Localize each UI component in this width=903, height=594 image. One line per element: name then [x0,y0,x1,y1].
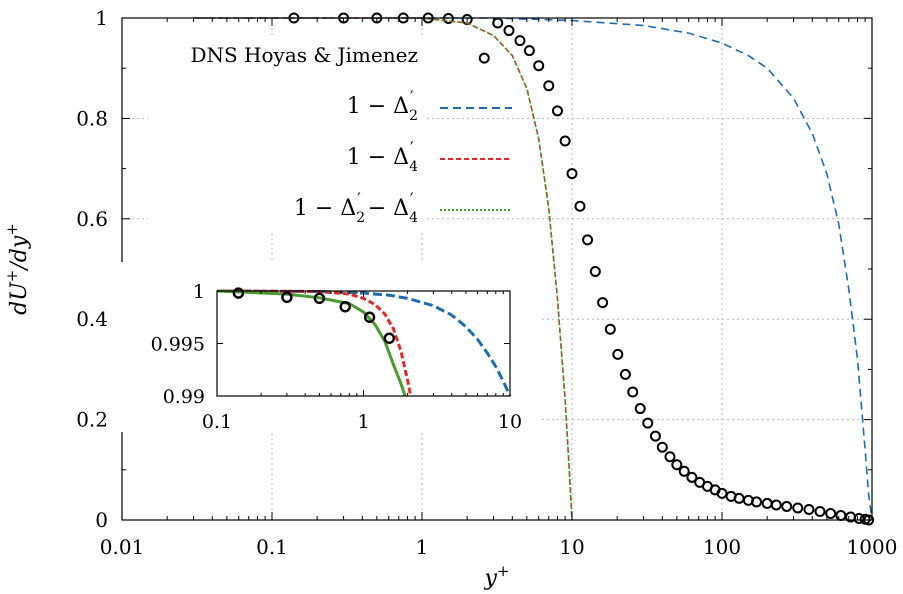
dns-data-point [814,505,826,517]
dns-data-point [589,266,601,278]
dns-data-point [612,348,624,360]
dns-data-point [514,35,526,47]
dns-data-point [671,459,683,471]
dns-data-point [492,17,504,29]
dns-data-point [597,297,609,309]
dns-data-point [649,430,661,442]
dns-data-point [461,14,473,26]
inset-axis-ticks: 0.1 1 10 0.99 0.995 1 [151,281,523,433]
y-tick-label: 0.2 [76,408,108,432]
y-axis-label: dU+/dy+ [3,223,32,315]
dns-data-point [792,502,804,514]
inset-line-1-2-4 [216,289,407,397]
dns-data-point [523,45,535,57]
dns-data-point [574,200,586,212]
inset-background [120,262,540,432]
dns-data-point [503,25,515,37]
dns-data-point [803,503,815,515]
legend-label-delta2-delta4: 1 − Δ2′ − Δ4′ [294,189,418,226]
dns-data-point [533,60,545,72]
legend-label-delta2: 1 − Δ2′ [347,87,418,124]
dns-data-point [582,234,594,246]
legend-label-delta4: 1 − Δ4′ [347,138,418,175]
inset-chart: 0.1 1 10 0.99 0.995 1 [120,262,540,433]
dns-data-point [825,507,837,519]
y-tick-label: 0.8 [76,106,108,130]
dns-data-point [835,509,847,521]
legend-label-dns: DNS Hoyas & Jimenez [190,43,418,67]
y-tick-label: 0.6 [76,207,108,231]
dns-data-point [716,487,728,499]
dns-data-point [559,135,571,147]
x-tick-label: 0.1 [256,535,288,559]
inset-dns-data-point [383,332,395,344]
inset-x-tick-label: 1 [357,411,369,433]
x-tick-label: 1 [416,535,429,559]
x-axis-label: y+ [483,562,509,591]
dns-data-point [761,497,773,509]
x-tick-label: 0.01 [100,535,145,559]
inset-dns-data-point [363,311,376,323]
inset-y-tick-label: 0.995 [151,334,205,356]
dns-data-point [642,417,654,429]
y-tick-label: 0 [95,508,108,532]
dns-data-point [566,168,578,180]
inset-y-tick-label: 1 [193,281,205,303]
inset-dns-data-point [232,287,245,299]
dns-data-point [770,499,782,511]
dns-data-point [686,471,698,483]
inset-y-tick-label: 0.99 [163,386,205,408]
inset-line-1-4 [216,289,413,397]
dns-data-point [551,105,563,117]
dns-data-point [664,451,676,463]
dns-data-point [656,441,668,453]
dns-data-point [634,403,646,415]
dns-data-point [604,323,616,335]
legend-background [148,36,426,232]
x-tick-label: 100 [703,535,741,559]
inset-dns-data-point [339,301,351,313]
x-tick-label: 1000 [847,535,898,559]
dns-data-point [619,368,631,380]
dns-data-point [543,80,555,92]
inset-x-tick-label: 0.1 [202,411,232,433]
dns-data-point [678,465,690,477]
y-tick-label: 0.4 [76,307,108,331]
dns-data-point [781,500,793,512]
x-tick-label: 10 [559,535,584,559]
y-tick-label: 1 [95,6,108,30]
axis-ticks: 0.01 0.1 1 10 100 1000 0 0.2 0.4 0.6 0.8 1 [76,6,897,559]
legend: DNS Hoyas & Jimenez 1 − Δ2′ 1 − Δ4′ 1 − … [148,36,512,232]
dns-data-point [478,52,490,64]
inset-x-tick-label: 10 [498,411,522,433]
dns-data-point [627,386,639,398]
dns-data-point [751,496,763,508]
